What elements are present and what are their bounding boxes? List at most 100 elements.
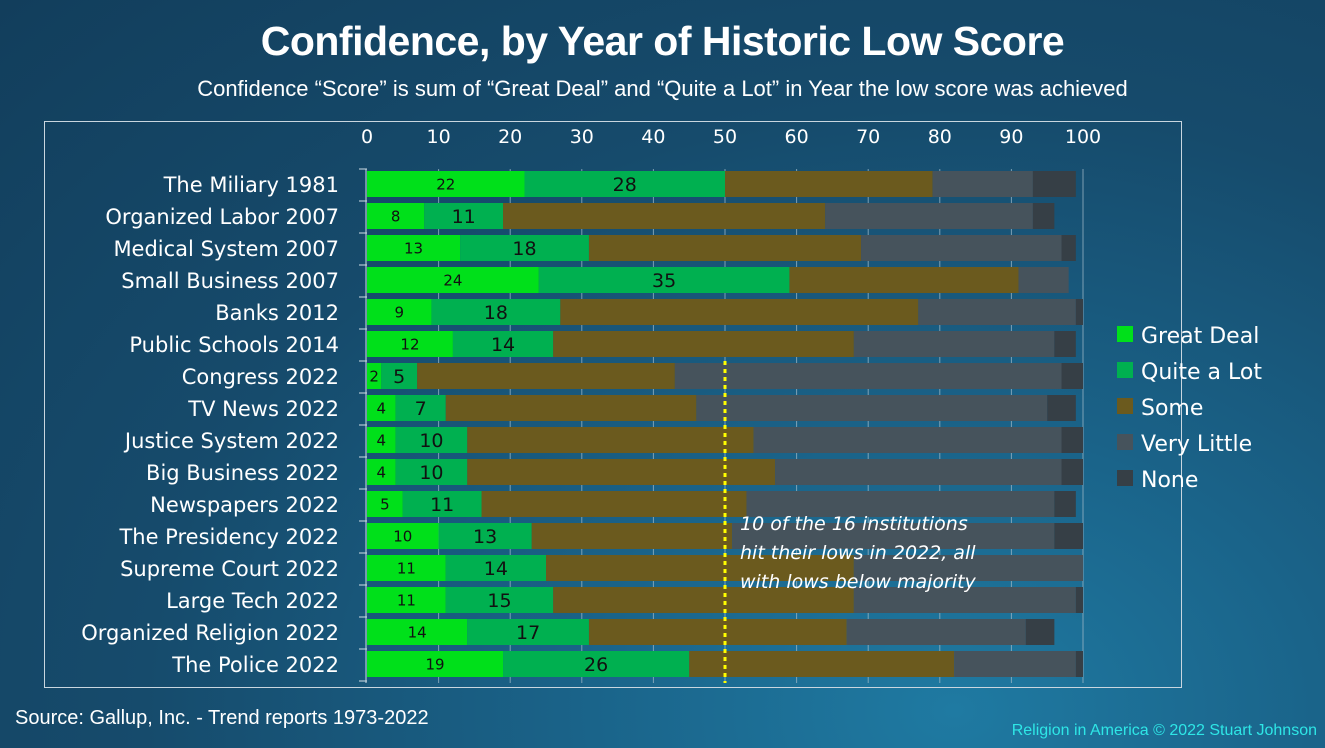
y-category-label: Organized Labor 2007 — [105, 205, 339, 229]
legend-label: Some — [1141, 396, 1203, 421]
bar-segment-some — [588, 619, 847, 645]
bar-segment-quite-a-lot — [395, 459, 468, 485]
bar-segment-very-little — [696, 395, 1048, 421]
data-label: 2 — [369, 367, 379, 385]
bar-row: 22 28 — [367, 171, 1076, 197]
bar-segment-quite-a-lot — [538, 267, 790, 293]
bar-segment-quite-a-lot — [452, 331, 554, 357]
bar-segment-quite-a-lot — [402, 491, 482, 517]
legend-item: Great Deal — [1117, 324, 1259, 349]
bar-segment-quite-a-lot — [431, 299, 561, 325]
bar-segment-great-deal — [367, 203, 425, 229]
bar-row: 24 35 — [367, 267, 1069, 293]
y-category-label: Big Business 2022 — [146, 461, 339, 485]
bar-segment-some — [789, 267, 1019, 293]
bar-segment-some — [445, 395, 697, 421]
bar-row: 5 11 — [367, 491, 1076, 517]
bar-segment-great-deal — [367, 299, 432, 325]
x-tick-label: 20 — [498, 126, 522, 148]
bar-segment-quite-a-lot — [524, 171, 725, 197]
bar-segment-great-deal — [367, 363, 382, 389]
legend-label: Great Deal — [1141, 324, 1259, 349]
bar-row: 9 18 — [367, 299, 1083, 325]
bar-segment-very-little — [853, 331, 1055, 357]
bar-segment-some — [467, 427, 754, 453]
bar-row: 8 11 — [367, 203, 1055, 229]
y-category-label: Congress 2022 — [182, 365, 339, 389]
x-axis-ticks: 0 10 20 30 40 50 60 70 80 90 100 — [361, 126, 1101, 148]
data-label: 8 — [391, 207, 401, 225]
bar-segment-great-deal — [367, 651, 504, 677]
bar-segment-none — [1025, 619, 1055, 645]
bar-segment-quite-a-lot — [460, 235, 589, 261]
y-category-label: Small Business 2007 — [121, 269, 339, 293]
bar-segment-great-deal — [367, 459, 396, 485]
data-label: 22 — [436, 175, 455, 193]
credit-note: Religion in America © 2022 Stuart Johnso… — [1011, 722, 1317, 739]
data-label: 11 — [397, 559, 416, 577]
data-label: 18 — [484, 302, 508, 324]
bar-segment-very-little — [732, 523, 1055, 549]
x-tick-label: 80 — [928, 126, 952, 148]
data-label: 14 — [491, 334, 515, 356]
data-label: 18 — [512, 238, 536, 260]
y-category-label: Banks 2012 — [215, 301, 339, 325]
x-tick-label: 50 — [713, 126, 737, 148]
data-label: 9 — [394, 303, 404, 321]
bar-row: 4 10 — [367, 427, 1083, 453]
bar-segment-some — [531, 523, 733, 549]
chart-subtitle: Confidence “Score” is sum of “Great Deal… — [197, 76, 1128, 101]
bar-segment-great-deal — [367, 267, 539, 293]
bar-segment-none — [1032, 203, 1055, 229]
y-category-label: Supreme Court 2022 — [120, 557, 339, 581]
legend-item: None — [1117, 468, 1198, 493]
data-label: 11 — [397, 591, 416, 609]
legend-item: Very Little — [1117, 432, 1252, 457]
x-tick-label: 0 — [361, 126, 373, 148]
legend-swatch — [1117, 470, 1133, 486]
bar-segment-some — [689, 651, 955, 677]
x-tick-label: 100 — [1065, 126, 1101, 148]
data-label: 24 — [443, 271, 462, 289]
bar-row: 12 14 — [367, 331, 1076, 357]
bar-segment-very-little — [932, 171, 1033, 197]
legend-item: Some — [1117, 396, 1203, 421]
bar-segment-some — [588, 235, 862, 261]
bar-segment-very-little — [861, 235, 1062, 261]
data-label: 19 — [425, 655, 444, 673]
data-label: 10 — [419, 430, 443, 452]
bar-segment-great-deal — [367, 171, 525, 197]
bar-segment-quite-a-lot — [467, 619, 589, 645]
data-label: 11 — [452, 206, 476, 228]
bar-segment-none — [1032, 171, 1076, 197]
legend-swatch — [1117, 398, 1133, 414]
bar-segment-quite-a-lot — [381, 363, 418, 389]
y-axis-labels: The Miliary 1981 Organized Labor 2007 Medi… — [81, 173, 339, 677]
bar-row: 13 18 — [367, 235, 1076, 261]
bar-segment-very-little — [853, 587, 1076, 613]
bar-segment-quite-a-lot — [445, 587, 554, 613]
legend-swatch — [1117, 434, 1133, 450]
legend-swatch — [1117, 362, 1133, 378]
legend-item: Quite a Lot — [1117, 360, 1262, 385]
bar-row: 14 17 — [367, 619, 1055, 645]
data-label: 26 — [584, 654, 608, 676]
bar-segment-very-little — [846, 619, 1026, 645]
y-category-label: TV News 2022 — [187, 397, 339, 421]
bar-segment-none — [1047, 395, 1076, 421]
data-label: 11 — [430, 494, 454, 516]
bar-segment-quite-a-lot — [424, 203, 504, 229]
annotation-line: 10 of the 16 institutions — [740, 513, 968, 535]
chart-frame — [44, 121, 1182, 688]
data-label: 12 — [400, 335, 419, 353]
bar-segment-some — [560, 299, 919, 325]
data-label: 5 — [393, 366, 405, 388]
bar-segment-none — [1054, 331, 1076, 357]
data-label: 10 — [393, 527, 412, 545]
bar-segment-some — [467, 459, 776, 485]
bar-segment-very-little — [746, 491, 1055, 517]
y-category-label: Public Schools 2014 — [129, 333, 339, 357]
bar-row: 19 26 — [367, 651, 1083, 677]
